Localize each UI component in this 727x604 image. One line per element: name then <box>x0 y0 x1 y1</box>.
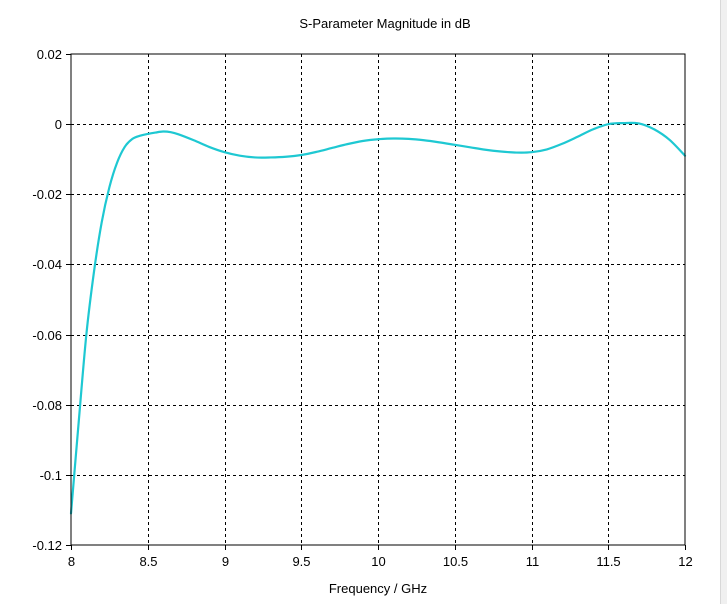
y-tick-label: -0.08 <box>32 398 62 413</box>
y-tick-label: -0.04 <box>32 257 62 272</box>
x-tick-labels: 8 8.5 9 9.5 10 10.5 11 11.5 12 <box>68 554 693 569</box>
x-tick-label: 11 <box>526 554 540 569</box>
y-tick-label: -0.02 <box>32 187 62 202</box>
series-line-0 <box>69 121 687 515</box>
y-tick-label: 0 <box>55 117 62 132</box>
x-tick-label: 9 <box>222 554 229 569</box>
tick-layer <box>66 54 686 550</box>
y-tick-label: -0.12 <box>32 538 62 553</box>
x-tick-label: 8 <box>68 554 75 569</box>
grid-layer <box>71 54 685 545</box>
chart-title: S-Parameter Magnitude in dB <box>299 16 470 31</box>
y-tick-label: -0.06 <box>32 328 62 343</box>
y-tick-labels: 0.02 0 -0.02 -0.04 -0.06 -0.08 -0.1 -0.12 <box>32 47 62 553</box>
x-axis-label: Frequency / GHz <box>329 581 427 596</box>
window-edge <box>720 0 727 604</box>
y-tick-label: 0.02 <box>37 47 62 62</box>
x-tick-label: 12 <box>678 554 692 569</box>
x-tick-label: 8.5 <box>139 554 157 569</box>
x-tick-label: 10.5 <box>443 554 468 569</box>
series-layer <box>69 121 687 515</box>
x-tick-label: 11.5 <box>596 554 620 569</box>
x-tick-label: 10 <box>371 554 385 569</box>
y-tick-label: -0.1 <box>40 468 62 483</box>
x-tick-label: 9.5 <box>292 554 310 569</box>
